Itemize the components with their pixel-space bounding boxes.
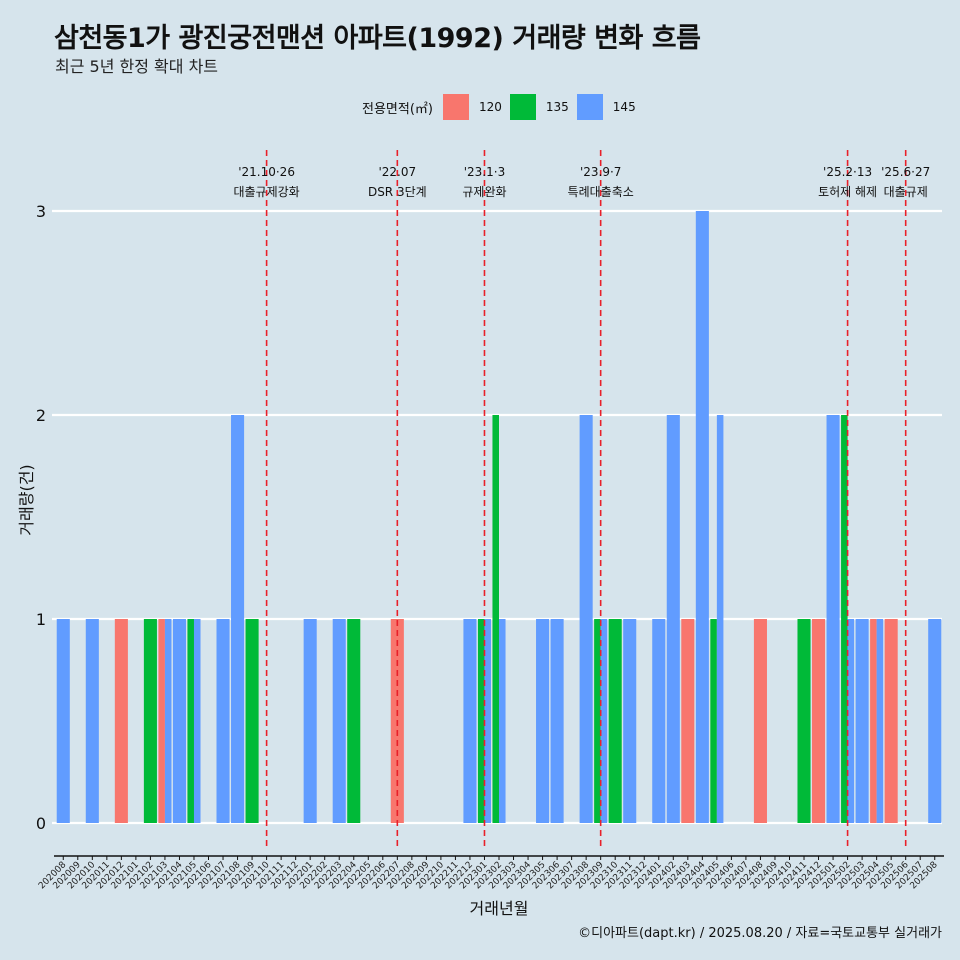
legend-swatch-135 <box>509 94 536 120</box>
bar-202502-135 <box>841 415 848 823</box>
y-axis: 0 1 2 3 <box>36 202 46 833</box>
bar-202103-120 <box>158 619 165 823</box>
bar-202309-135 <box>594 619 601 823</box>
bar-202104-145 <box>172 619 186 823</box>
legend-item-135: 135 <box>509 94 569 120</box>
bar-202308-145 <box>579 415 593 823</box>
legend-item-120: 120 <box>442 94 502 120</box>
bar-202408-120 <box>753 619 767 823</box>
bar-202504-145 <box>876 619 884 823</box>
bar-202301-135 <box>477 619 485 823</box>
bar-202105-145 <box>193 619 201 823</box>
y-tick-label-3: 3 <box>36 202 46 221</box>
bar-202503-145 <box>855 619 869 823</box>
bar-202405-145 <box>716 415 724 823</box>
event-date-202309: '23.9·7 <box>580 165 621 179</box>
bar-202204-135 <box>347 619 361 823</box>
bar-202103-145 <box>164 619 172 823</box>
bar-202108-145 <box>231 415 245 823</box>
bar-202010-145 <box>85 619 99 823</box>
bar-202302-145 <box>499 619 506 823</box>
bar-202501-145 <box>826 415 840 823</box>
bar-202309-145 <box>600 619 608 823</box>
event-label-202506: 대출규제 <box>884 185 928 199</box>
event-date-202506: '25.6·27 <box>881 165 930 179</box>
bar-202504-120 <box>870 619 877 823</box>
event-markers: '21.10·26 대출규제강화 '22.07 DSR 3단계 '23.1·3 규제완화 '… <box>233 150 930 850</box>
bar-202203-145 <box>332 619 346 823</box>
event-label-202207: DSR 3단계 <box>368 185 427 199</box>
legend: 전용면적(㎡) 120 135 145 <box>362 93 644 121</box>
y-tick-label-2: 2 <box>36 406 46 425</box>
source-caption: ©디아파트(dapt.kr) / 2025.08.20 / 자료=국토교통부 실… <box>578 926 942 941</box>
event-label-202502: 토허제 해제 <box>818 185 877 199</box>
bar-202012-120 <box>114 619 128 823</box>
event-date-202301: '23.1·3 <box>464 165 505 179</box>
bar-202402-145 <box>666 415 680 823</box>
bar-202008-145 <box>56 619 70 823</box>
x-axis-title: 거래년월 <box>470 899 529 918</box>
bar-202502-145 <box>847 619 855 823</box>
event-date-202502: '25.2·13 <box>823 165 872 179</box>
bar-202405-135 <box>710 619 717 823</box>
legend-label-145: 145 <box>612 100 636 114</box>
bar-202301-145 <box>484 619 492 823</box>
bar-202109-135 <box>245 619 259 823</box>
event-date-202207: '22.07 <box>378 165 416 179</box>
bar-202201-145 <box>303 619 317 823</box>
bar-202212-145 <box>463 619 477 823</box>
legend-label-135: 135 <box>545 100 569 114</box>
y-tick-label-1: 1 <box>36 610 46 629</box>
x-axis: 2020082020092020102020112020122021012021… <box>37 855 944 891</box>
bar-202107-145 <box>216 619 230 823</box>
chart-subtitle: 최근 5년 한정 확대 차트 <box>55 57 219 76</box>
bar-202102-135 <box>143 619 157 823</box>
y-tick-label-0: 0 <box>36 814 46 833</box>
legend-swatch-145 <box>576 94 603 120</box>
legend-swatch-120 <box>442 94 469 120</box>
bar-202306-145 <box>550 619 564 823</box>
bar-202105-135 <box>187 619 194 823</box>
bar-202508-145 <box>928 619 942 823</box>
bar-202403-120 <box>681 619 695 823</box>
bar-202302-135 <box>492 415 499 823</box>
bar-202311-145 <box>623 619 637 823</box>
legend-title: 전용면적(㎡) <box>362 101 433 117</box>
event-label-202110: 대출규제강화 <box>233 185 299 199</box>
event-date-202110: '21.10·26 <box>238 165 295 179</box>
bar-202305-145 <box>536 619 550 823</box>
bar-202411-135 <box>797 619 811 823</box>
bar-202310-135 <box>608 619 622 823</box>
bar-202401-145 <box>652 619 666 823</box>
bar-202505-120 <box>884 619 898 823</box>
event-label-202309: 특례대출축소 <box>568 185 634 199</box>
bar-202404-145 <box>695 211 709 823</box>
chart-title: 삼천동1가 광진궁전맨션 아파트(1992) 거래량 변화 흐름 <box>54 23 701 54</box>
event-label-202301: 규제완화 <box>462 185 506 199</box>
bars <box>56 211 942 823</box>
legend-item-145: 145 <box>576 94 636 120</box>
y-axis-title: 거래량(건) <box>17 464 36 535</box>
legend-label-120: 120 <box>478 100 502 114</box>
bar-202412-120 <box>812 619 826 823</box>
